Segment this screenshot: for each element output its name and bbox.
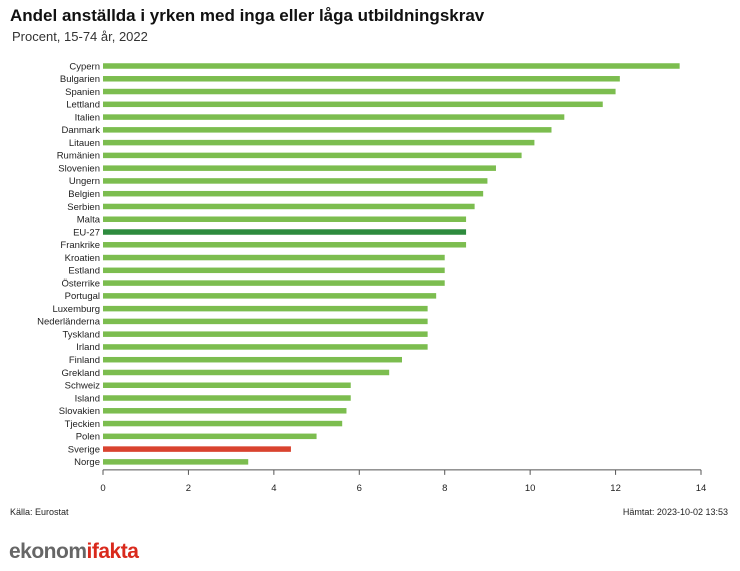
category-label: Spanien (65, 87, 100, 98)
bar-italien[interactable] (103, 114, 565, 120)
bar-bulgarien[interactable] (103, 76, 620, 82)
bar-frankrike[interactable] (103, 242, 467, 248)
category-label: Cypern (69, 61, 100, 72)
bar-tyskland[interactable] (103, 331, 428, 337)
logo-text-part2: i (87, 540, 92, 563)
category-label: Estland (68, 266, 100, 277)
chart-subtitle: Procent, 15-74 år, 2022 (12, 29, 148, 44)
svg-text:ekonomifakta: ekonomifakta (9, 540, 139, 563)
bar-cypern[interactable] (103, 63, 680, 69)
bar-rumänien[interactable] (103, 152, 522, 159)
bar-portugal[interactable] (103, 293, 437, 299)
bar-irland[interactable] (103, 344, 428, 350)
x-tick-label: 2 (186, 483, 191, 494)
bar-sverige[interactable] (103, 446, 291, 452)
bar-island[interactable] (103, 395, 351, 401)
category-label: Österrike (61, 278, 100, 289)
category-label: Ungern (69, 176, 100, 187)
bar-estland[interactable] (103, 267, 445, 274)
category-label: EU-27 (73, 227, 100, 238)
category-label: Slovenien (58, 163, 100, 174)
bar-nederländerna[interactable] (103, 318, 428, 325)
ekonomifakta-logo[interactable]: ekonomifakta (9, 537, 209, 565)
category-label: Portugal (65, 291, 100, 302)
fetched-timestamp: Hämtat: 2023-10-02 13:53 (622, 507, 728, 517)
bar-norge[interactable] (103, 459, 249, 465)
category-label: Irland (76, 342, 100, 353)
bar-österrike[interactable] (103, 280, 445, 286)
category-label: Danmark (61, 125, 100, 136)
logo-text-part1: ekonom (9, 540, 87, 563)
category-label: Malta (77, 215, 101, 226)
bar-tjeckien[interactable] (103, 420, 343, 427)
x-axis-ticks: 0 2 4 6 8 10 12 14 (100, 469, 707, 494)
bar-danmark[interactable] (103, 127, 552, 133)
category-label: Kroatien (65, 253, 100, 264)
x-tick-label: 12 (610, 483, 621, 494)
category-label: Norge (74, 457, 100, 468)
bar-slovakien[interactable] (103, 408, 347, 414)
bar-finland[interactable] (103, 356, 402, 363)
bar-ungern[interactable] (103, 178, 488, 184)
category-label: Finland (69, 355, 100, 366)
x-tick-label: 4 (271, 483, 276, 494)
category-label: Sverige (68, 444, 100, 455)
x-tick-label: 14 (696, 483, 707, 494)
chart-title: Andel anställda i yrken med inga eller l… (10, 6, 485, 25)
category-label: Rumänien (57, 151, 100, 162)
category-label: Lettland (66, 100, 100, 111)
x-tick-label: 8 (442, 483, 447, 494)
category-label: Tjeckien (65, 419, 100, 430)
bar-polen[interactable] (103, 433, 317, 440)
bar-belgien[interactable] (103, 190, 484, 197)
category-label: Grekland (61, 368, 100, 379)
category-label: Bulgarien (60, 74, 100, 85)
bar-schweiz[interactable] (103, 382, 351, 389)
category-label: Slovakien (59, 406, 100, 417)
logo-text-part3: fakta (92, 540, 139, 563)
category-label: Luxemburg (52, 304, 100, 315)
x-tick-label: 6 (357, 483, 362, 494)
category-label: Nederländerna (37, 317, 101, 328)
bars-group (103, 63, 680, 465)
category-label: Belgien (68, 189, 100, 200)
bar-grekland[interactable] (103, 369, 390, 376)
bar-eu-27[interactable] (103, 229, 467, 235)
category-label: Frankrike (60, 240, 100, 251)
bar-kroatien[interactable] (103, 254, 445, 261)
bar-slovenien[interactable] (103, 165, 496, 171)
bar-spanien[interactable] (103, 88, 616, 95)
source-note: Källa: Eurostat (10, 507, 69, 517)
bar-malta[interactable] (103, 216, 467, 222)
x-tick-label: 10 (525, 483, 536, 494)
category-label: Island (75, 393, 100, 404)
category-label: Italien (75, 112, 100, 123)
bar-serbien[interactable] (103, 203, 475, 210)
bar-lettland[interactable] (103, 101, 603, 108)
category-label: Litauen (69, 138, 100, 149)
category-label: Serbien (67, 202, 100, 213)
x-tick-label: 0 (100, 483, 105, 494)
category-label: Tyskland (63, 329, 101, 340)
bar-litauen[interactable] (103, 139, 535, 146)
category-label: Schweiz (65, 381, 101, 392)
category-label: Polen (76, 432, 100, 443)
bar-luxemburg[interactable] (103, 305, 428, 312)
